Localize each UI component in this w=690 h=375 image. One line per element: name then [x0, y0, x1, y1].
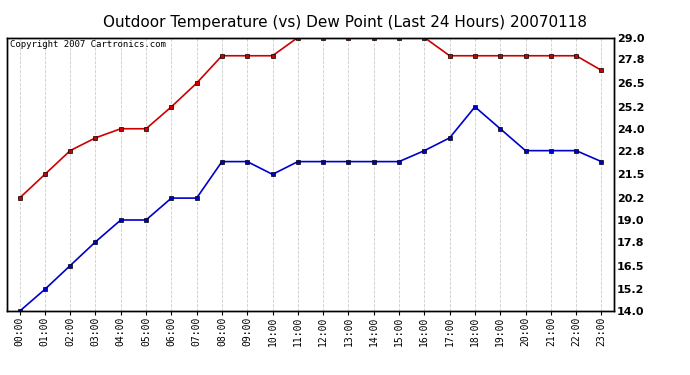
Text: Copyright 2007 Cartronics.com: Copyright 2007 Cartronics.com	[10, 40, 166, 49]
Text: Outdoor Temperature (vs) Dew Point (Last 24 Hours) 20070118: Outdoor Temperature (vs) Dew Point (Last…	[103, 15, 587, 30]
